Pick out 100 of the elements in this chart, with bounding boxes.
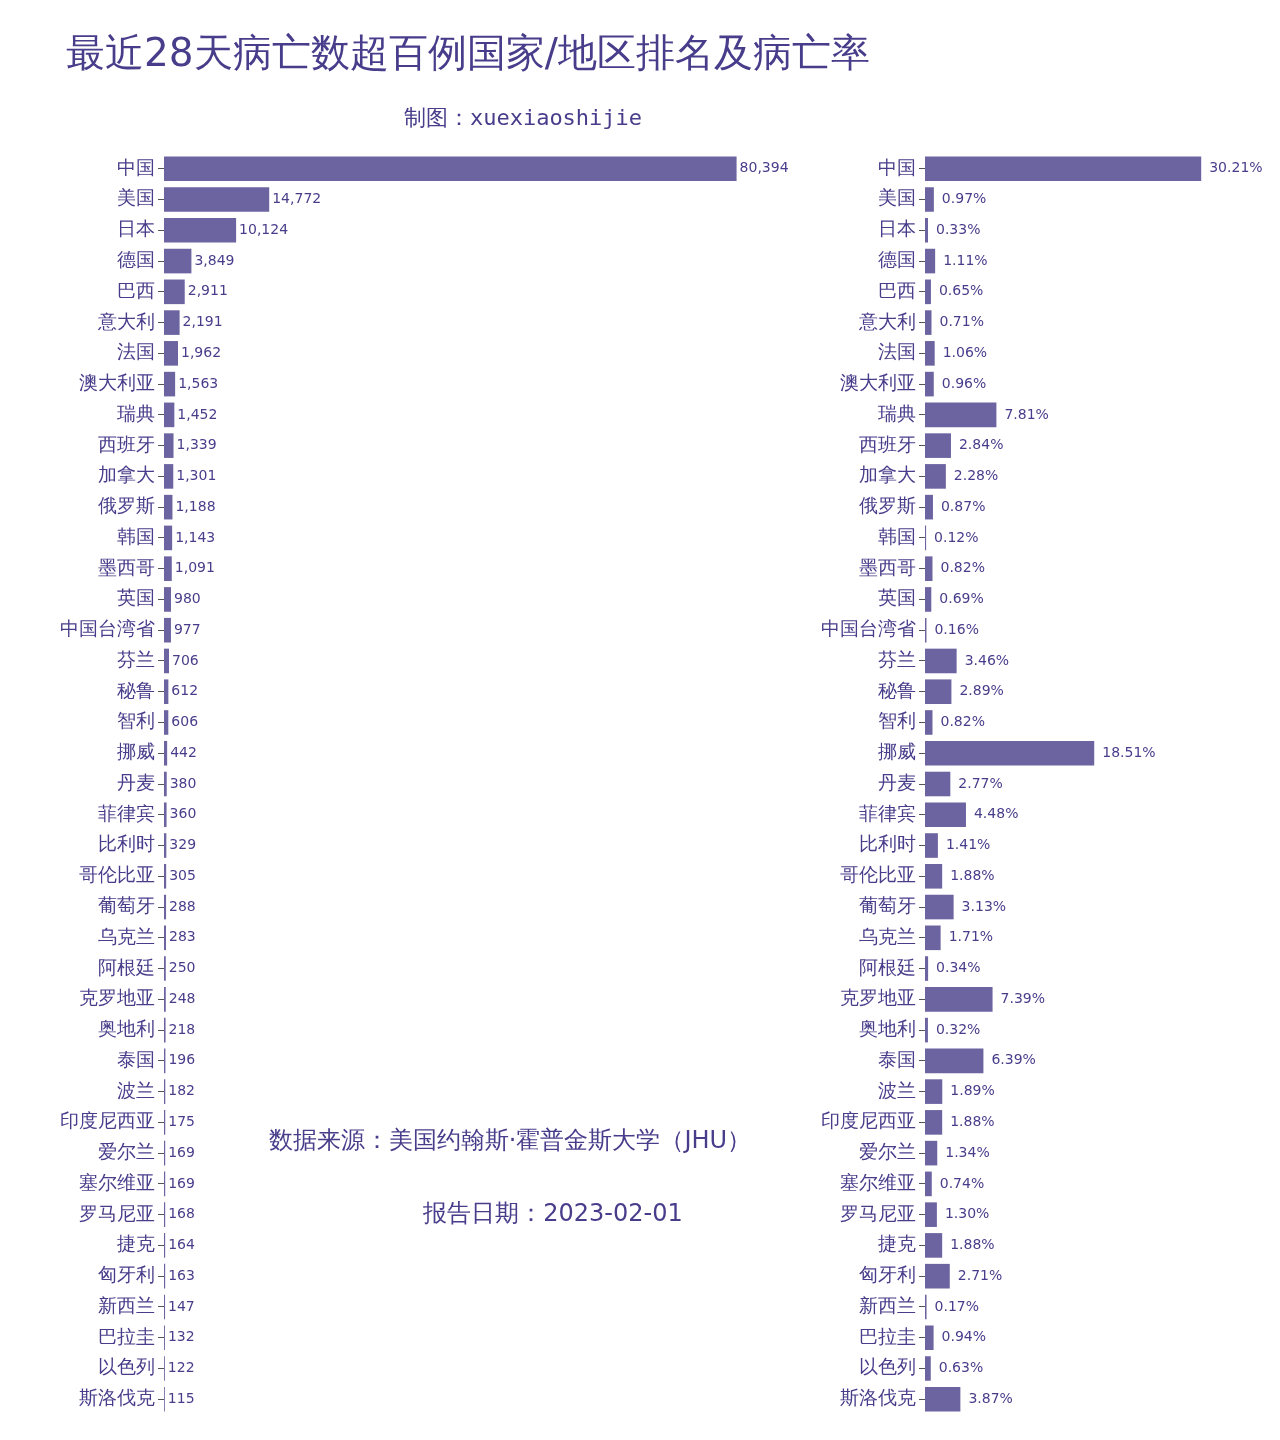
data-label: 1.88% xyxy=(950,1113,995,1130)
bar xyxy=(164,771,167,797)
bar xyxy=(925,925,941,951)
y-tick-label: 丹麦 xyxy=(117,770,155,793)
data-label: 1,301 xyxy=(176,467,217,484)
y-tick-label: 瑞典 xyxy=(117,401,155,424)
y-tick-label: 以色列 xyxy=(98,1355,155,1378)
data-label: 0.97% xyxy=(941,190,987,207)
y-tick-label: 奥地利 xyxy=(98,1017,155,1040)
data-label: 3.87% xyxy=(968,1389,1013,1406)
y-tick-label: 加拿大 xyxy=(859,463,916,486)
bar xyxy=(925,863,943,889)
y-tick-label: 爱尔兰 xyxy=(859,1140,916,1163)
bar xyxy=(925,956,929,981)
data-label: 164 xyxy=(168,1236,195,1253)
bar xyxy=(164,341,178,366)
data-label: 7.81% xyxy=(1004,405,1049,422)
bar xyxy=(925,1048,984,1074)
bar xyxy=(925,894,954,920)
data-label: 122 xyxy=(167,1359,195,1376)
bar xyxy=(925,556,933,581)
bar xyxy=(925,156,1202,182)
data-label: 1,091 xyxy=(174,559,215,576)
bar xyxy=(925,371,934,397)
bar xyxy=(164,433,174,458)
y-tick-label: 葡萄牙 xyxy=(98,893,155,916)
data-label: 1,563 xyxy=(178,374,219,391)
bar xyxy=(925,710,933,735)
data-label: 1.34% xyxy=(945,1143,990,1160)
y-tick-label: 英国 xyxy=(117,586,155,609)
bar xyxy=(925,1202,937,1227)
data-label: 1.41% xyxy=(945,836,991,853)
bar xyxy=(925,464,946,489)
bar xyxy=(925,1356,931,1381)
y-tick-label: 斯洛伐克 xyxy=(79,1386,155,1409)
y-tick-label: 芬兰 xyxy=(878,647,916,670)
data-label: 2.28% xyxy=(953,467,999,484)
data-label: 250 xyxy=(168,959,196,976)
y-tick-label: 葡萄牙 xyxy=(859,893,916,916)
annotation: 数据来源：美国约翰斯·霍普金斯大学（JHU） xyxy=(268,1126,752,1155)
data-label: 2.89% xyxy=(959,682,1004,699)
data-label: 980 xyxy=(173,590,201,607)
bar xyxy=(164,525,173,551)
bar xyxy=(925,1140,938,1166)
data-label: 10,124 xyxy=(239,220,289,237)
y-tick-label: 匈牙利 xyxy=(859,1263,916,1286)
data-label: 0.16% xyxy=(934,620,979,637)
data-label: 0.74% xyxy=(939,1174,985,1191)
bar xyxy=(925,310,932,335)
bar xyxy=(164,218,237,243)
y-tick-label: 德国 xyxy=(878,248,916,270)
bar xyxy=(925,587,932,612)
bar xyxy=(925,1386,961,1412)
bar xyxy=(925,248,936,274)
y-tick-label: 阿根廷 xyxy=(98,955,155,978)
bar xyxy=(925,648,957,674)
data-label: 360 xyxy=(169,805,197,822)
bar xyxy=(925,1079,943,1104)
data-label: 3,849 xyxy=(194,251,235,268)
y-tick-label: 比利时 xyxy=(859,832,916,855)
y-tick-label: 美国 xyxy=(878,186,916,209)
bar xyxy=(164,556,172,581)
y-tick-label: 菲律宾 xyxy=(859,801,916,824)
y-tick-label: 斯洛伐克 xyxy=(840,1386,916,1409)
y-tick-label: 丹麦 xyxy=(878,770,916,793)
data-label: 14,772 xyxy=(272,190,322,207)
data-label: 0.87% xyxy=(940,497,986,514)
data-label: 1.88% xyxy=(950,1236,995,1253)
y-tick-label: 阿根廷 xyxy=(859,955,916,978)
y-tick-label: 中国 xyxy=(117,155,155,178)
bar xyxy=(164,494,173,520)
data-label: 30.21% xyxy=(1209,159,1263,176)
y-tick-label: 俄罗斯 xyxy=(98,494,155,517)
bar xyxy=(925,1171,932,1197)
data-label: 0.69% xyxy=(939,590,984,607)
bar xyxy=(925,987,993,1012)
data-label: 3.46% xyxy=(964,651,1010,668)
y-tick-label: 爱尔兰 xyxy=(98,1140,155,1163)
y-tick-label: 秘鲁 xyxy=(878,678,916,701)
data-label: 0.94% xyxy=(941,1328,987,1345)
chart-title: 最近28天病亡数超百例国家/地区排名及病亡率 xyxy=(66,30,870,77)
y-tick-label: 新西兰 xyxy=(98,1293,155,1316)
y-tick-label: 泰国 xyxy=(878,1047,916,1070)
data-label: 163 xyxy=(168,1266,195,1283)
y-tick-label: 西班牙 xyxy=(859,432,916,455)
data-label: 1.88% xyxy=(950,866,995,883)
y-tick-label: 韩国 xyxy=(878,524,916,547)
data-label: 1,143 xyxy=(175,528,216,545)
data-label: 7.39% xyxy=(1000,989,1046,1006)
bar xyxy=(925,833,938,858)
y-tick-label: 韩国 xyxy=(117,524,155,547)
data-label: 0.82% xyxy=(940,713,985,730)
bar xyxy=(164,464,174,489)
data-label: 2,191 xyxy=(182,313,223,330)
bar xyxy=(925,1263,950,1289)
y-tick-label: 挪威 xyxy=(878,740,916,763)
data-label: 977 xyxy=(173,620,201,637)
data-label: 168 xyxy=(168,1205,195,1222)
data-label: 2.77% xyxy=(958,774,1003,791)
y-tick-label: 俄罗斯 xyxy=(859,494,916,517)
